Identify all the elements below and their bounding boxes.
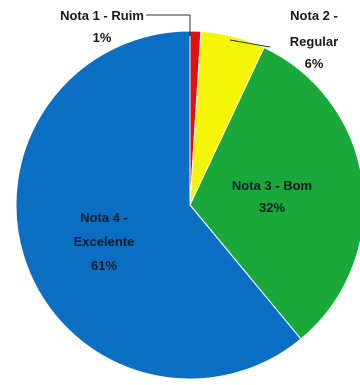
label-nota-1-pct: 1%	[93, 30, 112, 45]
leader-line-nota-2	[229, 39, 271, 48]
slice-nota-3	[189, 46, 360, 340]
label-nota-2-line2: Regular	[290, 34, 338, 49]
leader-line-nota-1	[146, 14, 191, 36]
label-nota-2-pct: 6%	[305, 56, 324, 71]
label-nota-4-line2: Excelente	[74, 234, 135, 249]
pie-slices	[15, 30, 360, 380]
label-nota-4: Nota 4 -	[80, 210, 128, 225]
label-nota-2: Nota 2 -	[290, 8, 338, 23]
label-nota-3-pct: 32%	[259, 200, 285, 215]
label-nota-4-pct: 61%	[91, 258, 117, 273]
slice-nota-4	[15, 30, 302, 380]
label-nota-1: Nota 1 - Ruim	[60, 8, 144, 23]
label-nota-3: Nota 3 - Bom	[232, 178, 312, 193]
leader-lines	[146, 14, 271, 48]
